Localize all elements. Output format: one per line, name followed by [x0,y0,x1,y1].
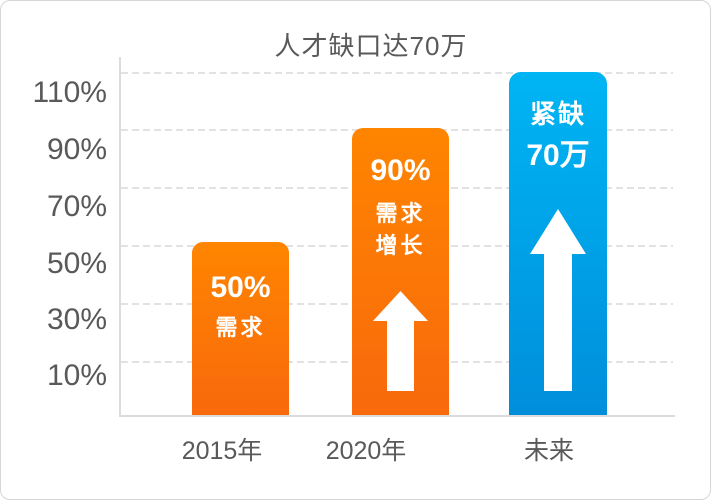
x-axis-baseline [119,415,675,417]
bar-text-label: 紧缺 [529,99,586,129]
bar-text-label: 增长 [375,233,426,258]
bar-text-label: 需求 [215,315,266,340]
bar-value-label: 50% [210,271,271,304]
y-tick-label: 10% [46,359,107,392]
y-tick-label: 70% [46,190,107,223]
up-arrow-icon [530,209,586,396]
bar-2015: 50% 需求 [192,242,289,415]
bar-value-label: 90% [370,154,431,187]
x-category-label: 2020年 [325,437,407,465]
y-tick-label: 90% [46,133,107,166]
x-category-label: 2015年 [181,437,263,465]
bar-2020: 90% 需求 增长 [352,128,449,415]
gridline [121,72,673,74]
x-category-label: 未来 [523,437,575,465]
bar-text-label: 需求 [375,201,426,226]
y-axis-line [119,57,121,416]
y-tick-label: 30% [46,303,107,336]
bar-value-label: 70万 [526,139,590,172]
up-arrow-icon [373,291,428,396]
bar-future: 紧缺 70万 [509,72,607,415]
y-tick-label: 110% [32,76,107,109]
y-tick-label: 50% [46,247,107,280]
chart-title: 人才缺口达70万 [274,31,468,61]
